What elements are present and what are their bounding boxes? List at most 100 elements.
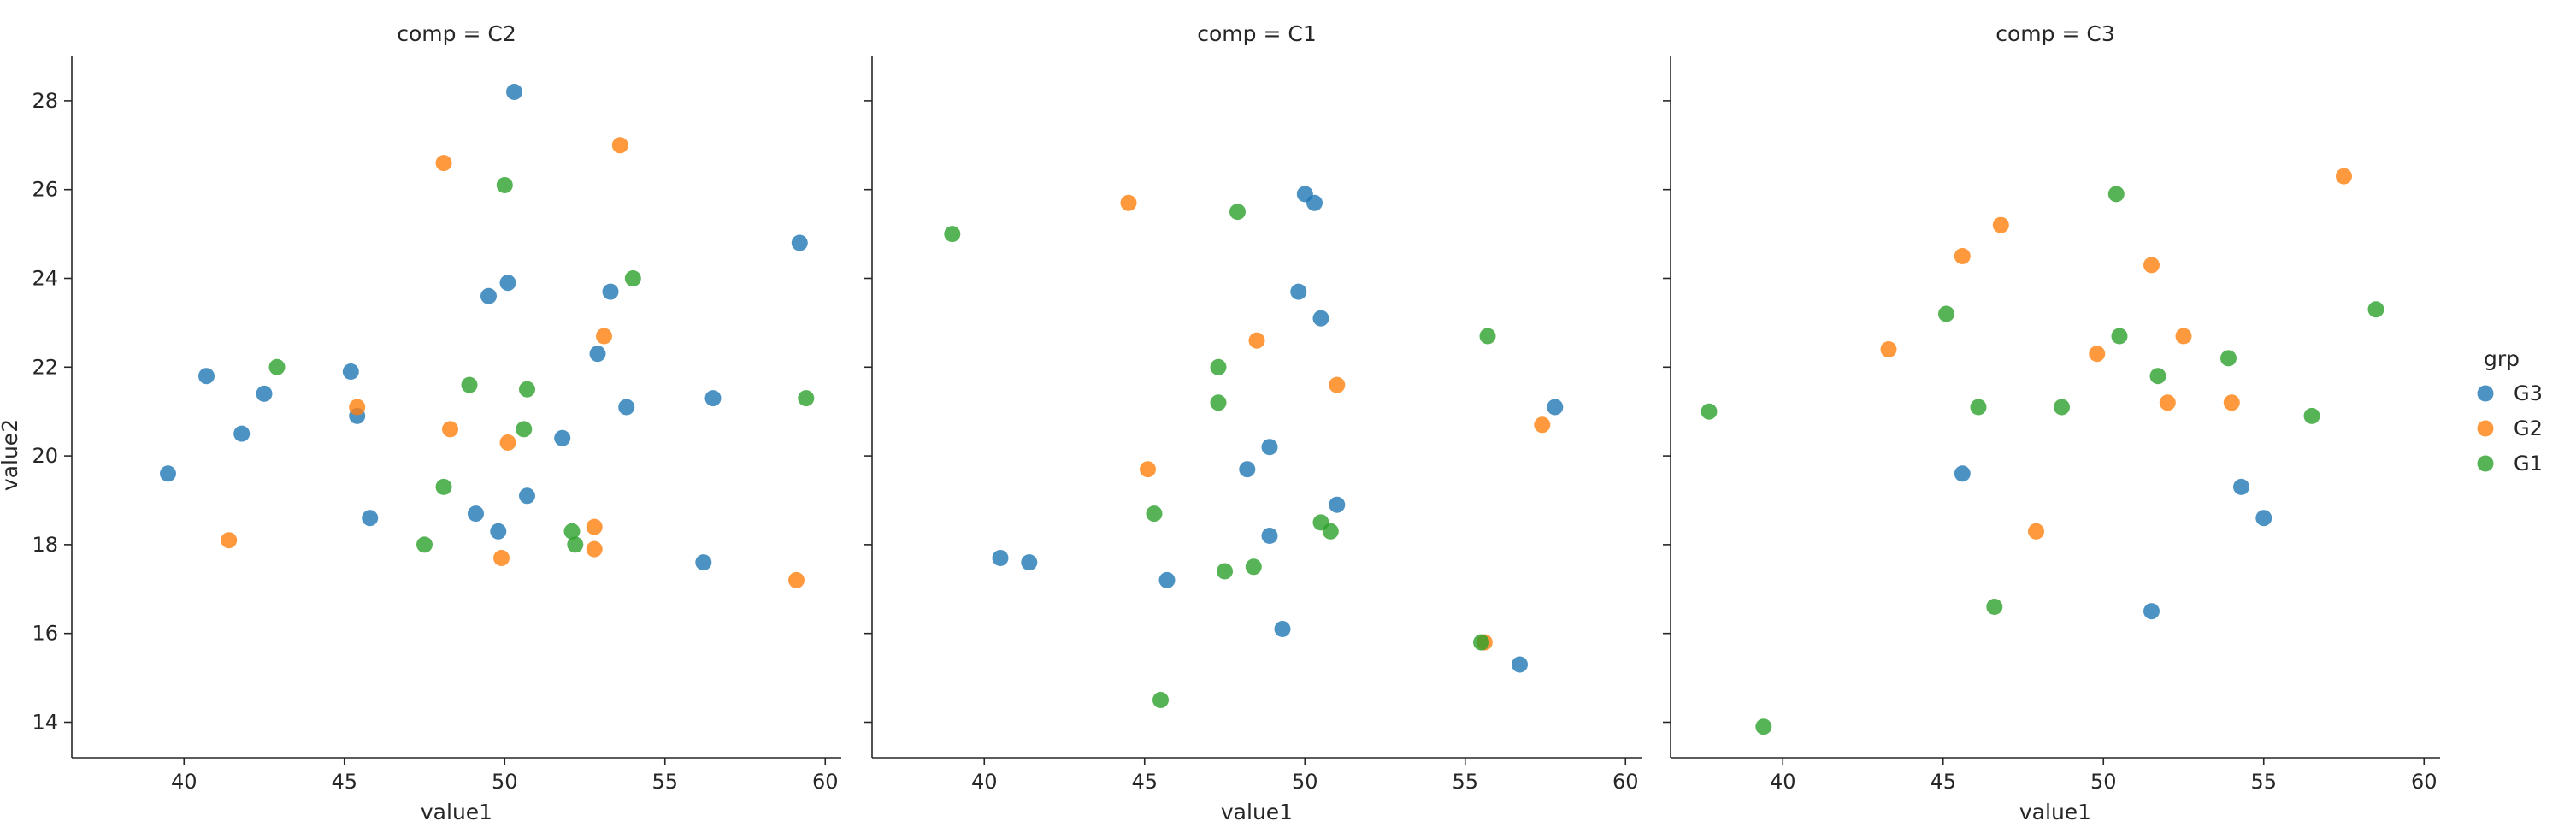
panel-3: comp = C3 40 45 50 55 60 value1 [1663, 21, 2440, 821]
x-axis-title: value1 [421, 800, 492, 821]
legend-label: G3 [2514, 381, 2543, 405]
x-tick-label: 50 [2090, 770, 2117, 794]
points [160, 84, 815, 588]
x-tick-label: 40 [171, 770, 197, 794]
point-g1 [435, 478, 452, 495]
legend-item-g1: G1 [2477, 452, 2543, 475]
point-g2 [788, 571, 805, 588]
point-g1 [1755, 718, 1772, 735]
point-g1 [2111, 328, 2128, 345]
point-g1 [461, 376, 478, 393]
point-g1 [2054, 399, 2070, 416]
point-g1 [1152, 692, 1169, 708]
point-g1 [1970, 399, 1987, 416]
point-g2 [2175, 328, 2192, 345]
y-tick-label: 26 [32, 178, 58, 202]
point-g2 [493, 550, 510, 566]
point-g3 [233, 425, 251, 442]
point-g3 [554, 429, 571, 446]
point-g1 [516, 421, 533, 438]
points [1701, 168, 2384, 735]
point-g3 [602, 283, 619, 300]
point-g3 [1261, 528, 1278, 544]
point-g2 [2143, 257, 2160, 274]
point-g1 [624, 270, 641, 286]
point-g2 [435, 155, 452, 172]
y-tick-label: 18 [32, 533, 58, 557]
point-g3 [468, 505, 484, 523]
point-g1 [2149, 368, 2166, 385]
point-g1 [1229, 204, 1246, 221]
panel-2: comp = C1 40 45 50 55 60 value1 [864, 21, 1642, 821]
point-g1 [798, 390, 815, 407]
legend-marker [2477, 420, 2494, 437]
point-g3 [1306, 194, 1323, 211]
point-g1 [519, 381, 535, 398]
point-g3 [1329, 496, 1346, 513]
point-g2 [1954, 248, 1971, 264]
point-g1 [1210, 394, 1227, 411]
point-g2 [586, 518, 603, 535]
legend-item-g2: G2 [2477, 416, 2543, 440]
point-g2 [349, 399, 366, 416]
point-g2 [499, 434, 516, 451]
point-g3 [480, 287, 497, 304]
x-axis-title: value1 [1221, 800, 1293, 821]
legend-marker [2477, 455, 2494, 472]
point-g1 [1479, 328, 1496, 345]
point-g2 [1992, 216, 2009, 233]
point-g2 [2159, 394, 2176, 411]
y-tick-label: 22 [32, 355, 58, 379]
x-tick-label: 55 [2250, 770, 2277, 794]
point-g3 [1021, 554, 1038, 571]
x-tick-label: 55 [651, 770, 678, 794]
x-tick-label: 60 [2411, 770, 2437, 794]
point-g3 [1312, 310, 1329, 327]
point-g1 [1986, 599, 2003, 615]
point-g3 [362, 510, 379, 527]
point-g3 [490, 523, 507, 540]
point-g3 [198, 368, 215, 385]
x-tick-label: 60 [1612, 770, 1639, 794]
point-g3 [519, 487, 535, 505]
point-g2 [596, 328, 612, 345]
point-g3 [704, 390, 722, 407]
point-g2 [1880, 341, 1897, 357]
point-g1 [1146, 505, 1163, 523]
point-g2 [586, 540, 603, 558]
point-g2 [2336, 168, 2352, 185]
point-g2 [2223, 394, 2240, 411]
point-g3 [160, 465, 176, 482]
point-g3 [2233, 478, 2249, 495]
points [944, 186, 1564, 708]
point-g3 [618, 399, 635, 416]
point-g1 [496, 177, 513, 193]
y-tick-label: 20 [32, 444, 58, 468]
point-g1 [2367, 301, 2384, 318]
point-g3 [1512, 656, 1528, 673]
legend-label: G2 [2514, 416, 2543, 440]
point-g2 [2028, 523, 2044, 540]
x-tick-label: 55 [1452, 770, 1478, 794]
point-g1 [1473, 634, 1489, 651]
point-g1 [1701, 403, 1718, 420]
point-g1 [268, 358, 286, 375]
point-g3 [1547, 399, 1564, 416]
point-g2 [2089, 346, 2106, 363]
point-g2 [1120, 194, 1137, 211]
legend-marker [2477, 385, 2494, 402]
y-tick-label: 24 [32, 266, 58, 290]
x-axis-title: value1 [2019, 800, 2091, 821]
point-g3 [695, 554, 712, 571]
x-tick-label: 50 [1292, 770, 1318, 794]
point-g3 [1261, 439, 1278, 456]
x-tick-label: 40 [971, 770, 998, 794]
panel-title: comp = C2 [397, 21, 516, 46]
point-g2 [1140, 461, 1156, 478]
point-g1 [1322, 523, 1339, 540]
x-tick-label: 50 [492, 770, 518, 794]
panel-title: comp = C1 [1197, 21, 1316, 46]
point-g3 [1290, 283, 1307, 300]
point-g1 [2303, 407, 2320, 424]
